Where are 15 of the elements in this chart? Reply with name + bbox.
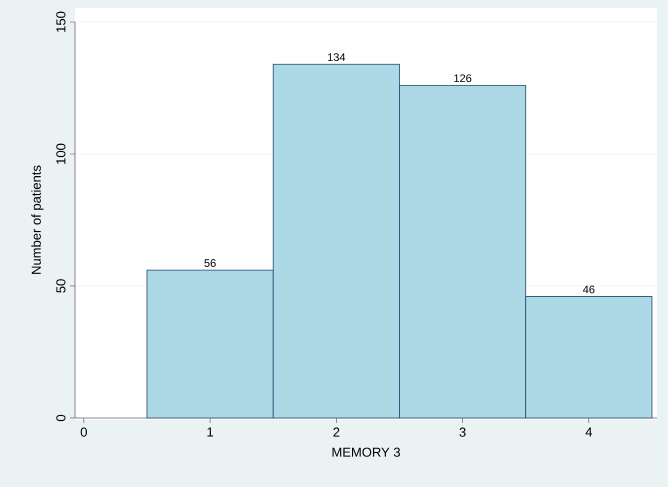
y-tick-label: 0	[56, 414, 66, 422]
y-tick-label: 50	[56, 279, 66, 293]
x-tick-label: 1	[207, 428, 214, 436]
x-axis-title: MEMORY 3	[332, 448, 400, 457]
x-tick-label: 2	[333, 428, 340, 437]
y-axis-title: Number of patients	[31, 166, 44, 274]
data-label: 56	[204, 259, 216, 267]
x-tick-label: 0	[80, 428, 87, 437]
x-tick-label: 3	[459, 428, 466, 437]
data-label: 134	[328, 53, 346, 62]
y-tick-label: 100	[56, 144, 66, 164]
data-label: 46	[582, 286, 594, 294]
y-tick-label: 150	[56, 12, 66, 32]
data-label: 126	[454, 74, 472, 82]
x-tick-label: 4	[586, 428, 592, 436]
